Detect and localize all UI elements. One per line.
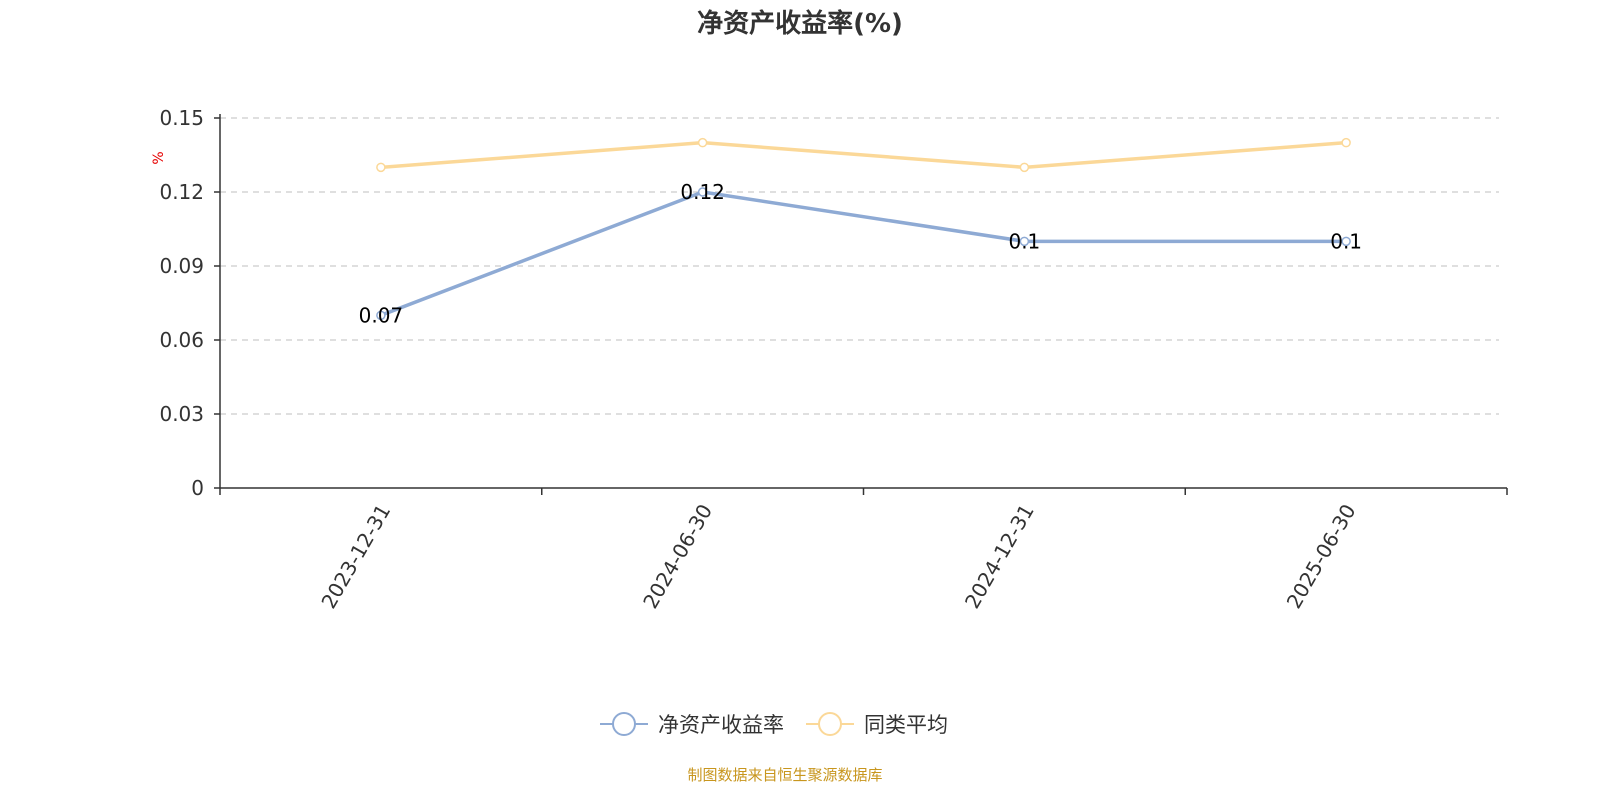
data-label: 0.12: [680, 180, 725, 204]
data-point: [376, 162, 386, 173]
series-line: [380, 140, 1347, 170]
source-note: 制图数据来自恒生聚源数据库: [687, 766, 882, 784]
data-point: [1341, 137, 1351, 148]
legend-label: 同类平均: [864, 713, 948, 737]
y-tick-label: 0.09: [159, 254, 204, 278]
data-point: [1341, 236, 1351, 247]
x-tick-label: 2023-12-31: [316, 500, 395, 613]
data-point: [1019, 162, 1030, 173]
axes: 0 0.03 0.06 0.09 0.12 0.15 2023-12-31 2024-06-3…: [159, 106, 1508, 613]
y-tick-label: 0.06: [159, 328, 204, 352]
x-tick-label: 2024-06-30: [638, 500, 717, 613]
data-point: [697, 137, 708, 148]
legend-item[interactable]: 同类平均: [806, 712, 948, 737]
legend: 净资产收益率 同类平均: [600, 712, 948, 737]
x-tick-label: 2024-12-31: [960, 500, 1039, 613]
series-line: [380, 190, 1347, 317]
data-label: 0.07: [359, 303, 404, 327]
gridlines: [220, 117, 1499, 415]
data-point: [376, 310, 386, 321]
y-tick-label: 0: [191, 476, 204, 500]
data-labels: 0.07 0.12 0.1 0.1: [359, 180, 1362, 327]
chart-title: 净资产收益率(%): [697, 8, 903, 39]
data-point: [697, 187, 708, 197]
legend-label: 净资产收益率: [658, 713, 784, 737]
series-lines: [376, 137, 1351, 321]
y-tick-label: 0.03: [159, 402, 204, 426]
legend-marker: [818, 712, 842, 736]
data-label: 0.1: [1008, 229, 1040, 253]
y-axis-unit-label: %: [151, 151, 167, 164]
data-point: [1019, 236, 1030, 247]
legend-marker: [612, 712, 636, 736]
y-tick-label: 0.12: [159, 180, 204, 204]
data-label: 0.1: [1330, 229, 1362, 253]
legend-item[interactable]: 净资产收益率: [600, 712, 784, 737]
y-tick-label: 0.15: [159, 106, 204, 130]
x-tick-label: 2025-06-30: [1282, 500, 1361, 613]
